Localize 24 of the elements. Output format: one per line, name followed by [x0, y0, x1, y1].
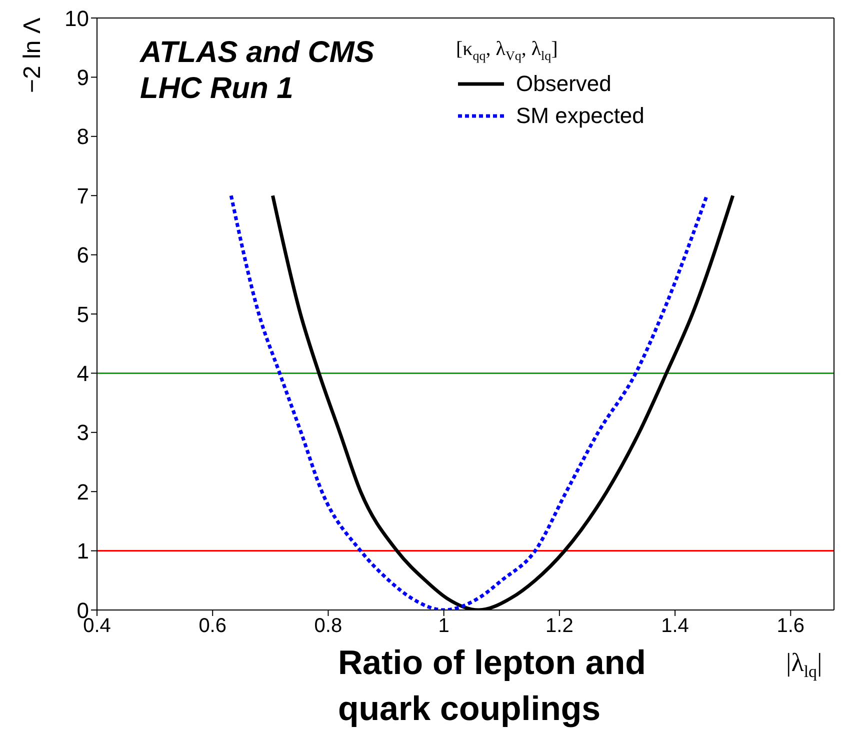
annotation: LHC Run 1 [140, 72, 294, 106]
y-tick-label: 3 [76, 420, 89, 446]
y-tick-label: 4 [76, 361, 89, 386]
x-tick-label: 1.2 [546, 615, 574, 638]
legend-label: SM expected [516, 102, 644, 130]
y-tick-label: 2 [76, 479, 89, 504]
legend-title: [κ$_{qq}$, λ$_{Vq}$, λ$_{lq}$] [456, 38, 558, 63]
y-tick-label: 9 [76, 65, 89, 90]
y-axis-title: −2 ln Λ [19, 18, 46, 93]
annotation: ATLAS and CMS [140, 36, 374, 70]
y-tick-label: 8 [76, 124, 89, 150]
x-tick-label: 0.8 [314, 615, 342, 638]
text: Ratio of lepton and quark couplings [338, 643, 647, 730]
x-tick-label: 1.6 [776, 615, 805, 638]
x-tick-label: 1 [438, 615, 450, 638]
y-tick-label: 7 [76, 183, 89, 208]
x-tick-label: 1.4 [661, 615, 689, 638]
x-axis-title: |λ$_{lq}$| [786, 648, 822, 682]
x-tick-label: 0.6 [198, 615, 227, 638]
y-tick-label: 10 [64, 6, 89, 31]
y-tick-label: 1 [76, 538, 89, 564]
y-tick-label: 6 [76, 242, 89, 268]
y-tick-label: 5 [76, 302, 89, 327]
legend-label: Observed [516, 70, 612, 98]
